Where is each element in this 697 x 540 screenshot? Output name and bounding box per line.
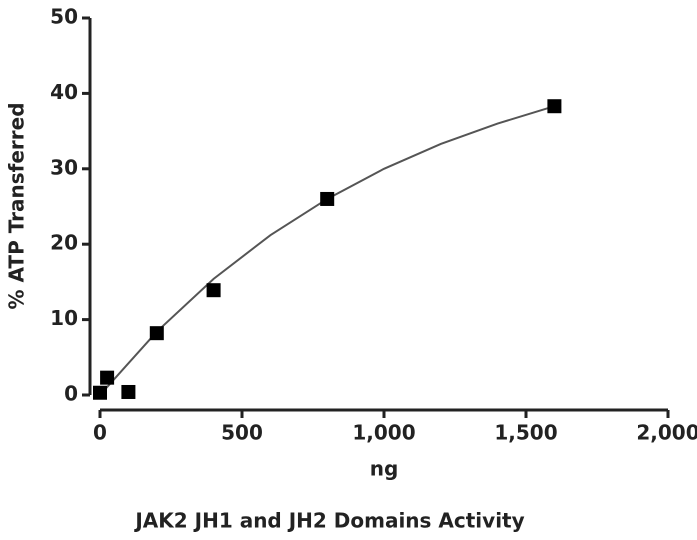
y-tick-label: 40 xyxy=(50,80,78,104)
y-tick-label: 20 xyxy=(50,231,78,255)
y-tick-label: 10 xyxy=(50,306,78,330)
data-point xyxy=(149,326,164,341)
y-tick-label: 30 xyxy=(50,155,78,179)
data-point xyxy=(121,384,136,399)
fit-curve xyxy=(99,105,555,396)
data-point xyxy=(93,385,107,400)
x-tick-label: 500 xyxy=(221,421,263,445)
x-tick-label: 0 xyxy=(93,421,107,445)
data-point xyxy=(547,99,562,114)
data-point xyxy=(320,191,335,206)
x-tick-label: 1,000 xyxy=(352,421,415,445)
data-point xyxy=(100,370,115,385)
chart-caption: JAK2 JH1 and JH2 Domains Activity xyxy=(133,509,524,533)
data-point xyxy=(206,283,221,298)
x-axis-label: ng xyxy=(370,457,399,481)
x-tick-label: 1,500 xyxy=(494,421,557,445)
y-tick-label: 50 xyxy=(50,5,78,29)
y-tick-label: 0 xyxy=(64,382,78,406)
y-axis-label: % ATP Transferred xyxy=(5,102,29,309)
x-tick-label: 2,000 xyxy=(636,421,697,445)
